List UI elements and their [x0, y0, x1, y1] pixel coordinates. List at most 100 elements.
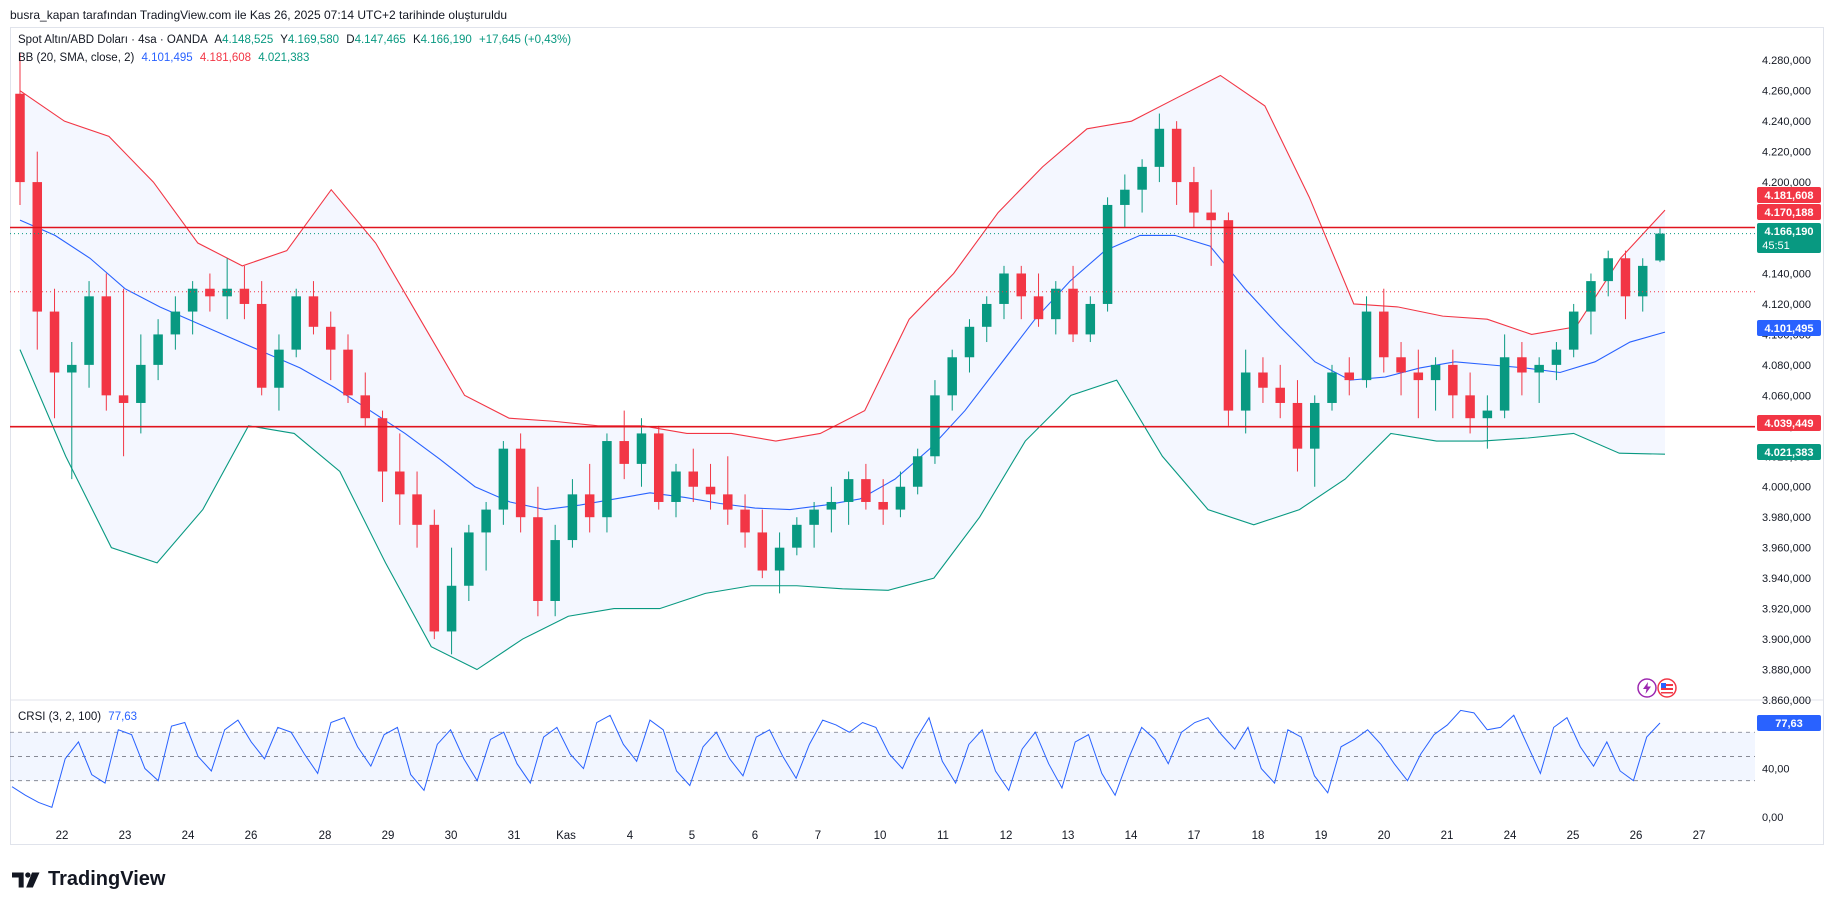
candle-body	[723, 494, 733, 510]
bb-lower-value: 4.021,383	[258, 52, 310, 64]
candle-body	[1361, 311, 1372, 381]
crsi-value: 77,63	[108, 711, 138, 723]
candle-body	[1551, 349, 1562, 365]
price-badge	[1757, 204, 1821, 220]
price-tick-label: 3.900,000	[1762, 634, 1811, 646]
candle-body	[1016, 273, 1027, 297]
price-tick-label: 4.140,000	[1762, 268, 1811, 280]
candle-body	[688, 471, 699, 487]
time-tick-label: 27	[1693, 830, 1706, 842]
candle-body	[619, 441, 629, 464]
price-badge-label: 4.181,608	[1765, 190, 1814, 202]
price-badge	[1757, 415, 1821, 431]
time-tick-label: 25	[1567, 830, 1580, 842]
time-tick-label: 24	[182, 830, 195, 842]
price-badge	[1757, 187, 1821, 203]
chart-credit-note: busra_kapan tarafından TradingView.com i…	[10, 8, 508, 22]
candle-body	[861, 479, 871, 502]
candle-body	[757, 532, 768, 571]
open-value: 4.148,525	[222, 34, 274, 46]
candle-body	[1620, 258, 1631, 297]
candle-body	[1292, 402, 1303, 449]
candle-body	[153, 334, 163, 365]
candle-body	[1068, 288, 1078, 335]
open-label: A	[214, 34, 223, 46]
candle-body	[653, 433, 664, 502]
time-tick-label: 13	[1062, 830, 1075, 842]
candle-body	[964, 326, 975, 358]
countdown-label: 45:51	[1762, 240, 1790, 252]
price-tick-label: 3.860,000	[1762, 695, 1811, 707]
candle-body	[118, 395, 129, 403]
candle-body	[774, 547, 785, 571]
candle-body	[170, 311, 181, 335]
candle-body	[567, 494, 578, 541]
price-tick-label: 3.960,000	[1762, 543, 1811, 555]
candle-body	[636, 433, 647, 464]
tradingview-logo-icon	[12, 871, 40, 887]
candle-body	[1448, 364, 1458, 396]
candle-body	[1102, 204, 1113, 304]
price-badge-label: 77,63	[1775, 718, 1803, 730]
candle-body	[584, 494, 595, 518]
candle-body	[325, 326, 336, 350]
crsi-tick-label: 40,00	[1762, 764, 1790, 776]
price-badge	[1757, 444, 1821, 460]
candle-body	[1482, 410, 1493, 419]
lightning-icon[interactable]	[1637, 678, 1657, 698]
candle-body	[481, 509, 491, 533]
time-tick-label: Kas	[556, 830, 576, 842]
high-label: Y	[280, 34, 288, 46]
time-tick-label: 31	[508, 830, 521, 842]
high-value: 4.169,580	[287, 34, 340, 46]
symbol-legend[interactable]: Spot Altın/ABD Doları · 4sa · OANDA A4.1…	[18, 34, 575, 46]
crsi-pane	[10, 709, 1755, 808]
time-tick-label: 11	[937, 830, 949, 842]
candle-body	[826, 501, 837, 510]
crsi-legend[interactable]: CRSI (3, 2, 100) 77,63	[18, 711, 141, 723]
candle-body	[1655, 233, 1665, 261]
candle-body	[912, 456, 923, 487]
candle-body	[878, 501, 888, 510]
crsi-indicator-name: CRSI (3, 2, 100)	[18, 711, 102, 723]
candle-body	[947, 357, 957, 396]
candle-body	[222, 288, 232, 297]
horizontal-lines-layer	[10, 226, 1755, 428]
bb-upper-line	[19, 74, 1666, 442]
time-tick-label: 19	[1315, 830, 1328, 842]
candle-body	[1637, 265, 1648, 297]
tradingview-brand[interactable]: TradingView	[12, 868, 165, 891]
flag-icon[interactable]	[1657, 678, 1677, 698]
time-tick-label: 22	[56, 830, 69, 842]
symbol-name: Spot Altın/ABD Doları · 4sa · OANDA	[18, 34, 208, 46]
price-badge	[1757, 320, 1821, 336]
time-tick-label: 6	[752, 830, 758, 842]
price-tick-label: 4.240,000	[1762, 116, 1811, 128]
time-tick-label: 29	[382, 830, 395, 842]
time-tick-label: 4	[627, 830, 634, 842]
bb-basis-line	[19, 219, 1666, 511]
candle-body	[308, 296, 319, 327]
candle-body	[239, 288, 250, 304]
price-tick-label: 4.000,000	[1762, 482, 1811, 494]
price-badge-label: 4.166,190	[1765, 226, 1814, 238]
bb-legend[interactable]: BB (20, SMA, close, 2) 4.101,495 4.181,6…	[18, 52, 313, 64]
candle-body	[67, 364, 77, 373]
low-value: 4.147,465	[354, 34, 406, 46]
candle-body	[550, 540, 560, 601]
time-tick-label: 30	[445, 830, 458, 842]
price-badge-label: 4.170,188	[1765, 207, 1814, 219]
price-tick-label: 4.120,000	[1762, 299, 1811, 311]
candle-body	[446, 585, 457, 632]
candle-body	[101, 296, 112, 396]
candle-body	[1051, 288, 1061, 320]
close-value: 4.166,190	[420, 34, 472, 46]
price-tick-label: 3.920,000	[1762, 604, 1811, 616]
candle-body	[981, 303, 992, 327]
candle-body	[1258, 372, 1268, 388]
candle-body	[32, 182, 43, 312]
time-tick-label: 12	[1000, 830, 1013, 842]
bb-upper-value: 4.181,608	[199, 52, 252, 64]
candle-body	[256, 303, 267, 388]
